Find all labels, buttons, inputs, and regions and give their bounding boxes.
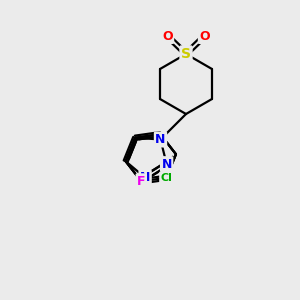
Text: F: F (137, 175, 146, 188)
Text: Cl: Cl (160, 173, 172, 183)
Text: O: O (162, 29, 173, 43)
Text: N: N (140, 171, 150, 184)
Text: N: N (161, 158, 172, 171)
Text: N: N (155, 133, 166, 146)
Text: S: S (181, 47, 191, 61)
Text: O: O (199, 29, 210, 43)
